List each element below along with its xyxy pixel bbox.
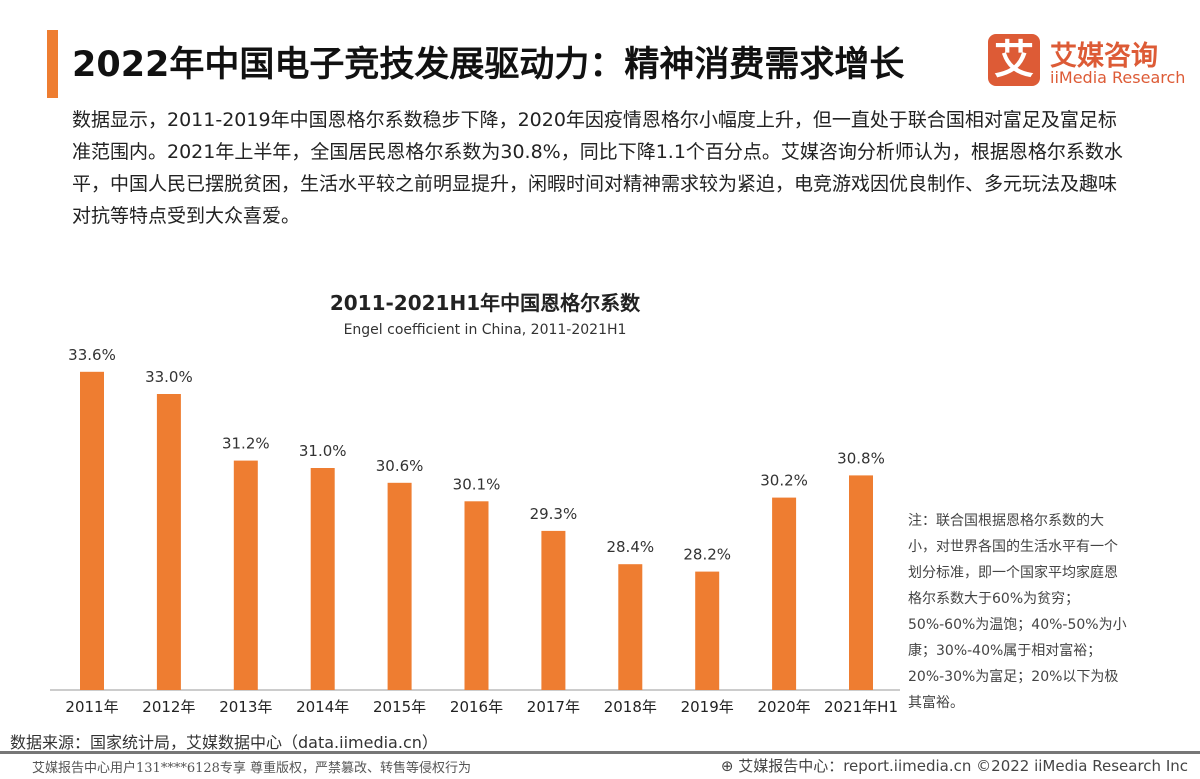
bar	[695, 571, 720, 690]
bar	[541, 530, 566, 690]
data-label: 31.0%	[299, 442, 347, 460]
x-tick-label: 2017年	[527, 698, 580, 716]
bar-chart: 33.6% 2011年 33.0% 2012年 31.2% 2013年 31.0% 2014年…	[50, 346, 900, 716]
chart-note: 注：联合国根据恩格尔系数的大小，对世界各国的生活水平有一个划分标准，即一个国家平…	[908, 513, 1127, 711]
globe-icon: ⊕	[720, 757, 739, 775]
bar	[618, 564, 643, 690]
x-tick-label: 2011年	[65, 698, 118, 716]
bar	[464, 501, 489, 690]
x-tick-label: 2020年	[758, 698, 811, 716]
bar	[387, 482, 412, 690]
iimedia-logo: 艾 艾媒咨询 iiMedia Research	[988, 34, 1188, 90]
bar	[233, 460, 258, 690]
data-label: 30.2%	[760, 472, 808, 490]
x-tick-label: 2014年	[296, 698, 349, 716]
bar	[849, 475, 873, 690]
bar	[772, 497, 797, 690]
footer-credit-text: 艾媒报告中心：report.iimedia.cn ©2022 iiMedia R…	[738, 757, 1188, 775]
x-tick-label: 2019年	[681, 698, 734, 716]
logo-mark: 艾	[988, 34, 1040, 86]
data-source: 数据来源：国家统计局，艾媒数据中心（data.iimedia.cn）	[10, 733, 438, 752]
logo-cn-text: 艾媒咨询	[1050, 41, 1158, 72]
data-label: 30.8%	[837, 449, 885, 467]
chart-title: 2011-2021H1年中国恩格尔系数	[329, 291, 641, 315]
intro-paragraph: 数据显示，2011-2019年中国恩格尔系数稳步下降，2020年因疫情恩格尔小幅…	[72, 109, 1123, 227]
data-label: 33.6%	[68, 346, 116, 364]
data-label: 28.4%	[606, 538, 654, 556]
chart-subtitle: Engel coefficient in China, 2011-2021H1	[343, 322, 627, 338]
footer-credit: ⊕ 艾媒报告中心：report.iimedia.cn ©2022 iiMedia…	[721, 755, 1188, 776]
data-label: 30.6%	[376, 457, 424, 475]
logo-en-text: iiMedia Research	[1050, 68, 1186, 87]
data-label: 33.0%	[145, 368, 193, 386]
data-label: 30.1%	[453, 475, 501, 493]
x-tick-label: 2016年	[450, 698, 503, 716]
page-title: 2022年中国电子竞技发展驱动力：精神消费需求增长	[72, 45, 905, 85]
data-label: 29.3%	[530, 505, 578, 523]
data-label: 28.2%	[683, 546, 731, 564]
title-accent-bar	[47, 30, 58, 98]
x-tick-label: 2012年	[142, 698, 195, 716]
bar	[156, 394, 181, 690]
x-tick-label: 2021年H1	[824, 698, 898, 716]
x-tick-label: 2013年	[219, 698, 272, 716]
bar	[80, 371, 104, 690]
bar	[310, 468, 335, 690]
footer-divider	[0, 751, 1200, 754]
data-label: 31.2%	[222, 435, 270, 453]
copyright-notice: 艾媒报告中心用户131****6128专享 尊重版权，严禁篡改、转售等侵权行为	[32, 761, 472, 776]
x-tick-label: 2018年	[604, 698, 657, 716]
x-tick-label: 2015年	[373, 698, 426, 716]
